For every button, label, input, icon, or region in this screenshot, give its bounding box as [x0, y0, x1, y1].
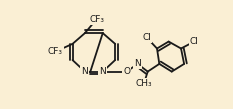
Text: CF₃: CF₃ — [89, 15, 104, 24]
Text: Cl: Cl — [190, 37, 199, 46]
Text: N: N — [99, 67, 106, 76]
Text: N: N — [134, 59, 141, 68]
Text: O: O — [123, 67, 130, 76]
Text: CF₃: CF₃ — [48, 47, 63, 56]
Text: N: N — [82, 67, 88, 76]
Text: CH₃: CH₃ — [136, 79, 152, 88]
Text: Cl: Cl — [143, 33, 151, 42]
